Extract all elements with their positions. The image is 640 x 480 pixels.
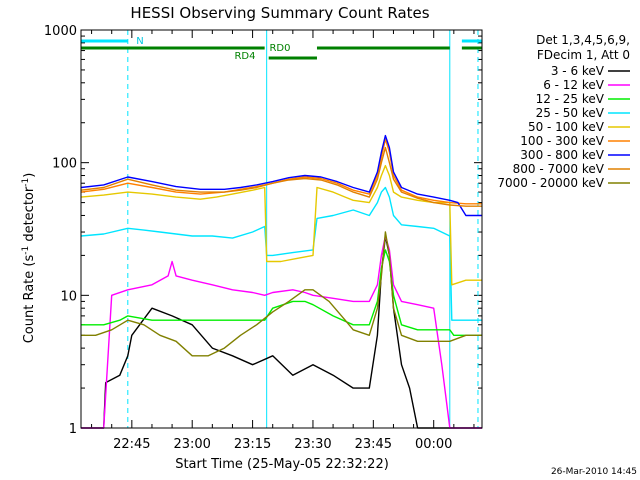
- x-axis-label: Start Time (25-May-05 22:32:22): [175, 457, 389, 472]
- x-tick-label: 23:00: [173, 437, 210, 452]
- flag-label-rd4: RD4: [234, 51, 255, 62]
- series-line-4: [80, 164, 482, 286]
- x-axis-ticks: 22:45 23:00 23:15 23:30 23:45 00:00: [91, 30, 475, 452]
- series-line-6: [80, 134, 482, 217]
- series-line-7: [80, 146, 482, 207]
- legend: Det 1,3,4,5,6,9, FDecim 1, Att 0 3 - 6 k…: [497, 33, 630, 190]
- plot-frame: [80, 29, 483, 429]
- y-tick-label: 10: [60, 289, 77, 304]
- series-line-2: [81, 249, 482, 336]
- x-tick-label: 23:45: [355, 437, 392, 452]
- legend-header-line-1: Det 1,3,4,5,6,9,: [536, 33, 630, 47]
- footer-date: 26-Mar-2010 14:45: [551, 467, 637, 477]
- legend-label: 50 - 100 keV: [528, 120, 605, 134]
- y-axis-label: Count Rate (s-1 detector-1): [21, 173, 37, 344]
- series-line-3: [80, 186, 482, 321]
- series-line-5: [80, 138, 482, 205]
- legend-header-line-2: FDecim 1, Att 0: [537, 48, 630, 62]
- x-tick-label: 23:30: [294, 437, 331, 452]
- series-lines: [80, 134, 482, 429]
- series-line-1: [81, 235, 482, 429]
- x-tick-label: 00:00: [415, 437, 452, 452]
- flag-bars: N RD0 RD4: [81, 36, 482, 62]
- y-tick-label: 1: [69, 422, 77, 437]
- attenuator-markers: [127, 30, 479, 428]
- y-tick-label: 100: [52, 157, 77, 172]
- legend-label: 3 - 6 keV: [551, 64, 605, 78]
- series-line-0: [81, 235, 482, 429]
- legend-label: 12 - 25 keV: [536, 92, 605, 106]
- legend-label: 7000 - 20000 keV: [497, 176, 604, 190]
- series-line-8: [81, 231, 482, 357]
- y-tick-label: 1000: [44, 24, 77, 39]
- chart-title: HESSI Observing Summary Count Rates: [130, 4, 429, 22]
- legend-label: 25 - 50 keV: [536, 106, 605, 120]
- y-axis-ticks: 1 10 100 1000: [44, 24, 482, 437]
- legend-label: 6 - 12 keV: [543, 78, 605, 92]
- legend-label: 100 - 300 keV: [520, 134, 604, 148]
- legend-label: 300 - 800 keV: [520, 148, 604, 162]
- flag-label-rd0: RD0: [269, 43, 290, 54]
- legend-label: 800 - 7000 keV: [513, 162, 605, 176]
- x-tick-label: 23:15: [234, 437, 271, 452]
- x-tick-label: 22:45: [113, 437, 150, 452]
- flag-label-n: N: [136, 36, 143, 47]
